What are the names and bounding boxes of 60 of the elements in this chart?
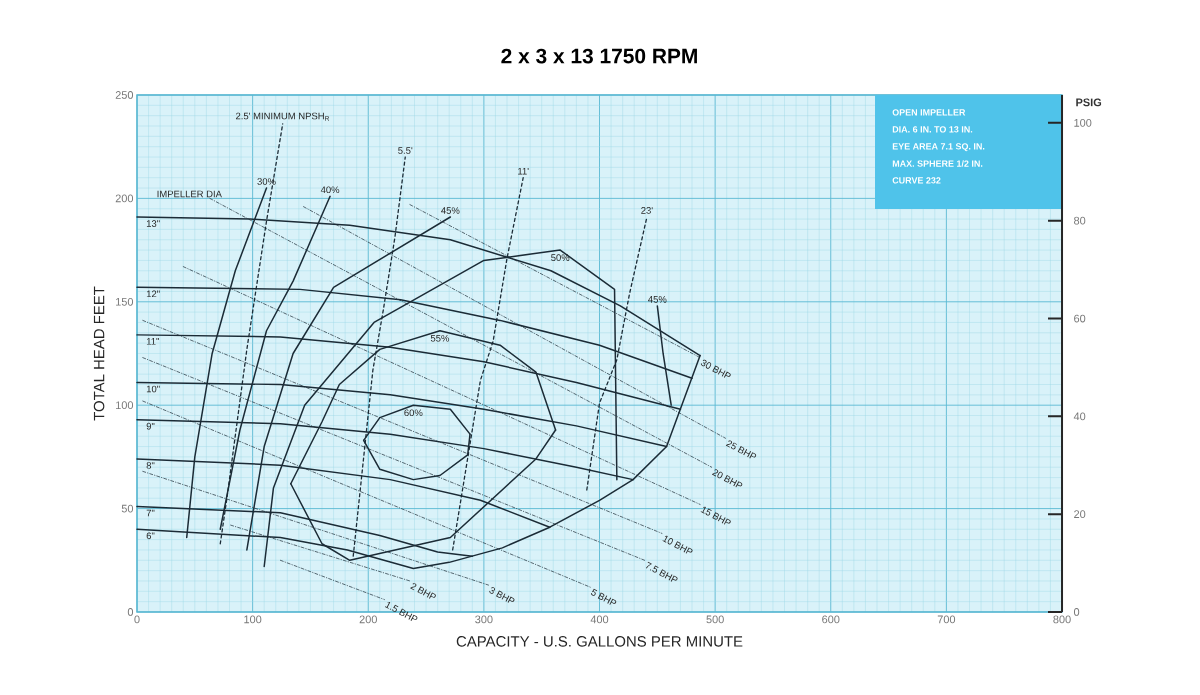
text: 5 BHP [591, 588, 617, 605]
y2-tick-label: 0 [1073, 608, 1080, 616]
series-label: 11" [146, 338, 159, 345]
text: 2 BHP [410, 583, 436, 599]
y-tick-label: 250 [115, 91, 134, 99]
x-tick-label: 100 [244, 615, 262, 624]
annotation: CURVE 232 [892, 177, 941, 184]
y2-tick-label: 100 [1074, 118, 1092, 127]
series-label: 13" [146, 220, 160, 227]
text: 15 BHP [700, 506, 731, 525]
annotation: DIA. 6 IN. TO 13 IN. [892, 126, 973, 133]
y-tick-label: 50 [121, 504, 134, 513]
annotation: OPEN IMPELLER [892, 109, 966, 116]
x-tick-label: 400 [590, 615, 609, 624]
text: 30 BHP [700, 359, 731, 378]
series-label: 7" [146, 509, 155, 517]
y-tick-label: 100 [116, 401, 134, 410]
x-tick-label: 300 [475, 615, 493, 624]
y2-tick-label: 40 [1073, 412, 1086, 421]
series-label: 40% [320, 186, 340, 194]
text: 3 BHP [489, 587, 515, 603]
series-label: 30% [257, 178, 276, 185]
series-label: 12" [146, 290, 160, 298]
y2-tick-label: 60 [1074, 314, 1086, 323]
annotation: IMPELLER DIA [157, 190, 222, 198]
y-tick-label: 150 [116, 297, 134, 306]
series-label: 6" [146, 532, 155, 540]
series-label: 23' [641, 207, 653, 214]
y2-axis-title: PSIG [1076, 98, 1102, 107]
y-tick-label: 200 [115, 194, 134, 203]
series-label: 45% [441, 207, 460, 214]
chart-title: 2 x 3 x 13 1750 RPM [501, 48, 697, 64]
text: 20 BHP [711, 469, 743, 488]
text: 25 BHP [725, 440, 757, 459]
annotation: MAX. SPHERE 1/2 IN. [892, 160, 983, 167]
y2-tick-label: 20 [1074, 510, 1086, 519]
x-tick-label: 200 [359, 615, 377, 624]
series-label: 10" [146, 385, 160, 393]
series-label: 11' [518, 167, 529, 175]
x-tick-label: 0 [134, 615, 140, 624]
series-label: 8" [146, 462, 155, 469]
series-label: 55% [430, 334, 450, 342]
text: 1.5 BHP [385, 601, 418, 621]
y-tick-label: 0 [127, 608, 134, 616]
series-label: 5.5' [398, 147, 413, 154]
y-axis-title: TOTAL HEAD FEET [93, 286, 105, 421]
series-label: 45% [648, 296, 667, 303]
text: 10 BHP [662, 535, 693, 554]
series-label: 2.5' MINIMUM NPSH$_{R}$ [235, 112, 330, 121]
text: 7.5 BHP [646, 561, 678, 582]
x-tick-label: 600 [822, 615, 840, 624]
x-tick-label: 800 [1053, 615, 1071, 624]
y2-tick-label: 80 [1074, 216, 1086, 225]
x-axis-title: CAPACITY - U.S. GALLONS PER MINUTE [456, 636, 743, 647]
series-label: 60% [404, 409, 423, 417]
x-tick-label: 500 [706, 615, 724, 624]
series-label: 50% [551, 254, 570, 261]
annotation: EYE AREA 7.1 SQ. IN. [892, 143, 985, 152]
series-label: 9" [146, 422, 155, 430]
x-tick-label: 700 [937, 615, 956, 624]
